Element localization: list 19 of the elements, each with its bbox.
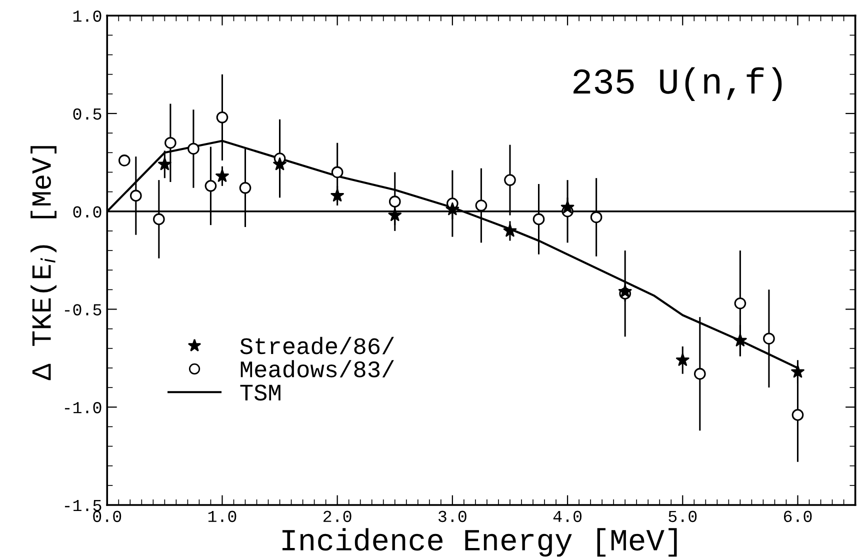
x-axis-title: Incidence Energy [MeV]: [282, 528, 677, 557]
x-tick-label: 0.0: [93, 510, 122, 522]
legend-label: Streade/86/: [240, 336, 394, 354]
legend-label: TSM: [240, 384, 280, 401]
x-tick-label: 5.0: [668, 510, 697, 522]
y-tick-label: 0.0: [73, 206, 102, 218]
y-tick-label: -1.0: [64, 402, 102, 414]
y-axis-title: Δ TKE(E$_{i}$) [MeV]: [30, 146, 56, 380]
legend-label: Meadows/83/: [240, 360, 394, 378]
x-tick-label: 6.0: [784, 510, 812, 522]
x-tick-label: 4.0: [553, 510, 582, 522]
x-tick-label: 3.0: [438, 510, 466, 522]
x-tick-label: 2.0: [323, 510, 352, 522]
y-tick-label: -0.5: [64, 304, 102, 316]
y-tick-label: -1.5: [64, 500, 102, 512]
x-tick-label: 1.0: [208, 510, 236, 522]
y-tick-label: 0.5: [73, 108, 102, 120]
y-tick-label: 1.0: [73, 10, 102, 22]
annotation: 235 U(n,f): [574, 67, 782, 101]
